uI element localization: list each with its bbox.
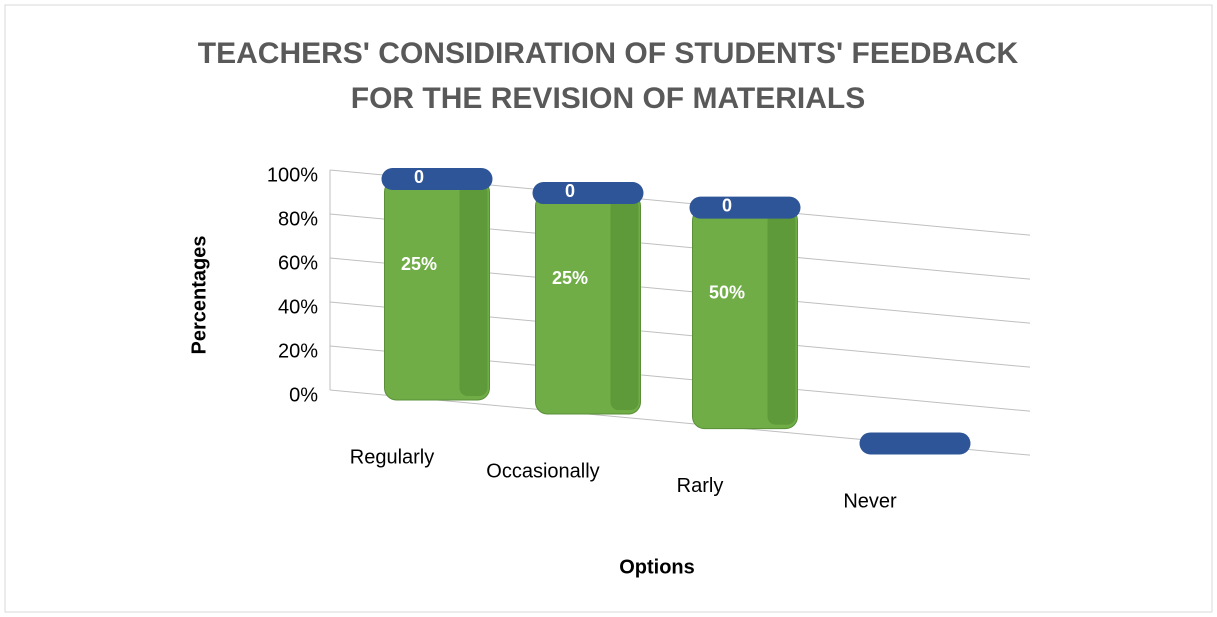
bar-side: [767, 212, 796, 425]
x-tick-label: Never: [843, 491, 897, 513]
bar-side: [610, 198, 639, 411]
y-axis-label: Percentages: [188, 236, 210, 355]
bar-cap: [859, 432, 971, 455]
x-tick-label: Occasionally: [486, 460, 599, 482]
y-tick-label: 20%: [278, 340, 318, 362]
y-tick-label: 60%: [278, 252, 318, 274]
x-axis-label: Options: [619, 556, 695, 578]
y-tick-label: 40%: [278, 296, 318, 318]
data-label: 0: [565, 181, 575, 201]
data-label: 0: [414, 167, 424, 187]
bar-cap: [689, 196, 801, 219]
x-tick-label: Rarly: [677, 475, 724, 497]
bar-cap: [532, 182, 644, 205]
chart-title: TEACHERS' CONSIDIRATION OF STUDENTS' FEE…: [198, 37, 1019, 115]
data-label: 25%: [552, 268, 588, 288]
data-label: 0: [722, 195, 732, 215]
data-label: 25%: [401, 254, 437, 274]
y-tick-label: 100%: [267, 164, 318, 186]
bar-side: [459, 184, 488, 396]
x-tick-label: Regularly: [350, 446, 434, 468]
y-tick-label: 80%: [278, 208, 318, 230]
bar-cap: [381, 168, 493, 190]
data-label: 50%: [709, 282, 745, 302]
y-tick-label: 0%: [289, 384, 318, 406]
